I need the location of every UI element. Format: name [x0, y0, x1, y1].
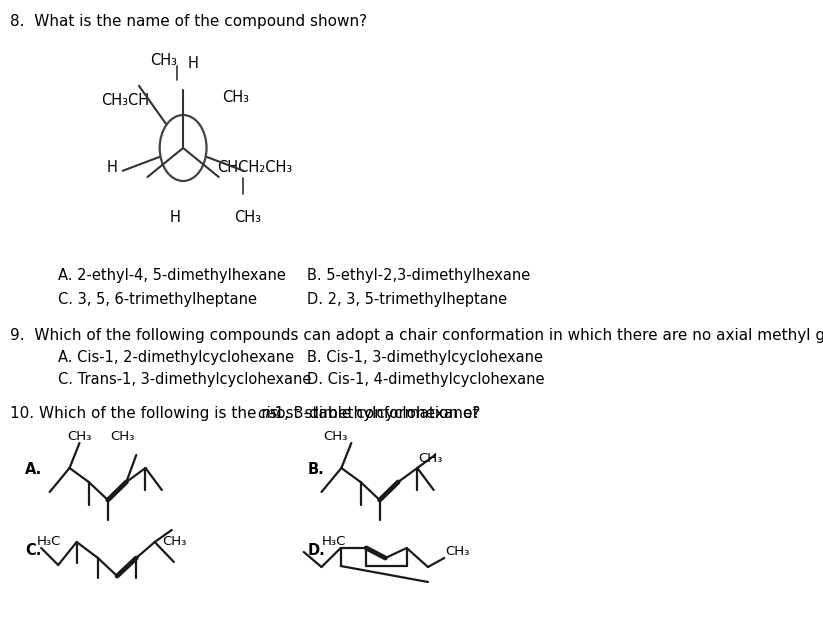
Text: 8.  What is the name of the compound shown?: 8. What is the name of the compound show… — [10, 14, 367, 29]
Text: D. 2, 3, 5-trimethylheptane: D. 2, 3, 5-trimethylheptane — [307, 292, 507, 307]
Text: B.: B. — [307, 462, 324, 477]
Text: CH₃: CH₃ — [67, 430, 91, 443]
Text: CH₃: CH₃ — [323, 430, 348, 443]
Text: H: H — [188, 56, 198, 71]
Text: CH₃: CH₃ — [222, 90, 249, 105]
Text: C.: C. — [25, 543, 41, 558]
Text: H: H — [106, 160, 118, 175]
Text: C. 3, 5, 6-trimethylheptane: C. 3, 5, 6-trimethylheptane — [58, 292, 258, 307]
Text: H₃C: H₃C — [37, 535, 61, 548]
Text: A.: A. — [25, 462, 42, 477]
Text: D. Cis-1, 4-dimethylcyclohexane: D. Cis-1, 4-dimethylcyclohexane — [307, 372, 544, 387]
Text: 10. Which of the following is the most stable conformation of: 10. Which of the following is the most s… — [10, 406, 482, 421]
Text: CH₃: CH₃ — [235, 210, 261, 225]
Text: CH₃: CH₃ — [446, 545, 470, 558]
Text: CH₃: CH₃ — [419, 452, 443, 465]
Text: A. Cis-1, 2-dimethylcyclohexane: A. Cis-1, 2-dimethylcyclohexane — [58, 350, 295, 365]
Text: CH₃CH: CH₃CH — [101, 93, 150, 108]
Text: CHCH₂CH₃: CHCH₂CH₃ — [217, 160, 292, 175]
Text: 9.  Which of the following compounds can adopt a chair conformation in which the: 9. Which of the following compounds can … — [10, 328, 823, 343]
Text: B. 5-ethyl-2,3-dimethylhexane: B. 5-ethyl-2,3-dimethylhexane — [307, 268, 530, 283]
Text: H: H — [170, 210, 180, 225]
Text: A. 2-ethyl-4, 5-dimethylhexane: A. 2-ethyl-4, 5-dimethylhexane — [58, 268, 286, 283]
Text: CH₃: CH₃ — [110, 430, 135, 443]
Text: B. Cis-1, 3-dimethylcyclohexane: B. Cis-1, 3-dimethylcyclohexane — [307, 350, 542, 365]
Text: -1, 3-dimethylcyclohexane?: -1, 3-dimethylcyclohexane? — [269, 406, 481, 421]
Text: cis: cis — [258, 406, 278, 421]
Text: D.: D. — [307, 543, 325, 558]
Text: CH₃: CH₃ — [162, 535, 186, 548]
Text: CH₃: CH₃ — [150, 53, 177, 68]
Text: H₃C: H₃C — [322, 535, 346, 548]
Text: C. Trans-1, 3-dimethylcyclohexane: C. Trans-1, 3-dimethylcyclohexane — [58, 372, 312, 387]
